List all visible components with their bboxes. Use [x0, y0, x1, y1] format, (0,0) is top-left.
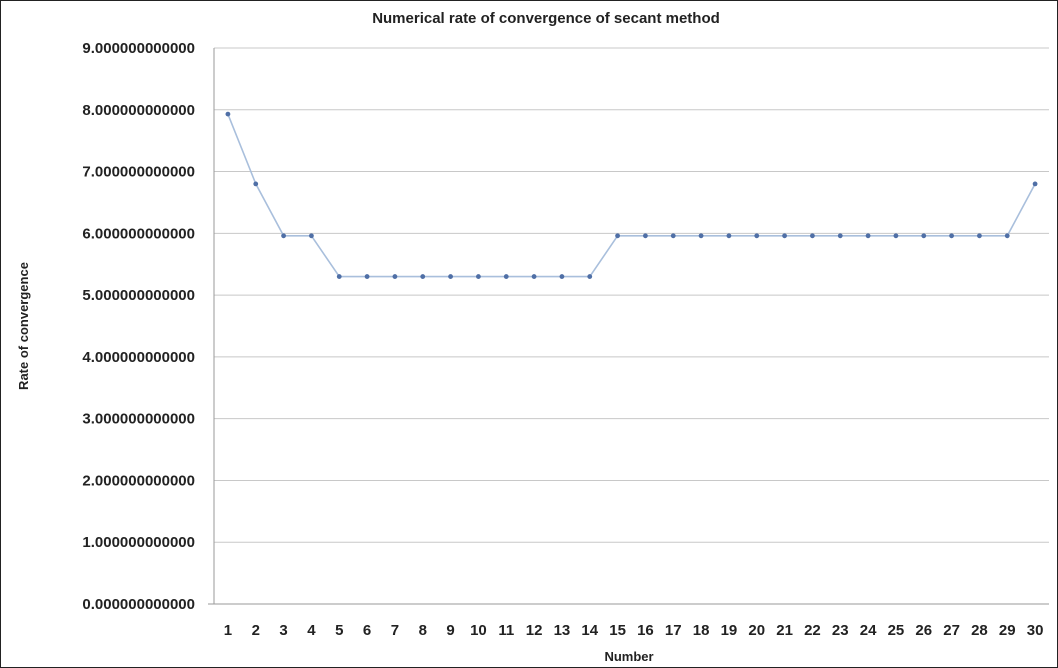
- x-tick-label: 26: [915, 622, 932, 639]
- x-tick-label: 3: [279, 622, 287, 639]
- chart-title: Numerical rate of convergence of secant …: [372, 10, 720, 27]
- data-point: [309, 233, 314, 239]
- x-tick-label: 17: [665, 622, 682, 639]
- data-point: [392, 274, 398, 279]
- x-tick-label: 22: [804, 622, 821, 639]
- data-point: [615, 233, 620, 239]
- x-tick-label: 21: [776, 622, 793, 639]
- data-point: [865, 233, 871, 239]
- data-point: [977, 233, 982, 239]
- x-tick-label: 2: [252, 622, 260, 639]
- data-point: [281, 233, 286, 239]
- x-tick-label: 29: [999, 622, 1016, 639]
- x-tick-label: 6: [363, 622, 371, 639]
- data-point: [782, 233, 787, 239]
- y-tick-label: 2.000000000000: [82, 472, 195, 489]
- data-point: [336, 274, 342, 279]
- x-tick-label: 12: [526, 622, 543, 639]
- x-tick-label: 9: [446, 622, 454, 639]
- y-axis-title: Rate of convergence: [16, 262, 31, 390]
- data-point: [1032, 181, 1038, 187]
- x-tick-label: 23: [832, 622, 849, 639]
- y-tick-label: 7.000000000000: [82, 164, 195, 181]
- data-point: [810, 233, 815, 239]
- data-point: [921, 233, 927, 239]
- data-point: [476, 274, 481, 279]
- y-tick-label: 4.000000000000: [82, 349, 195, 366]
- data-point: [448, 274, 453, 279]
- series-line: [227, 113, 1036, 278]
- data-point: [893, 233, 899, 239]
- data-point: [587, 274, 593, 279]
- x-tick-label: 30: [1027, 622, 1044, 639]
- data-point: [559, 274, 565, 279]
- data-point: [698, 233, 704, 239]
- x-tick-label: 20: [748, 622, 765, 639]
- x-tick-label: 13: [554, 622, 571, 639]
- x-tick-label: 14: [581, 622, 598, 639]
- x-tick-label: 11: [498, 622, 514, 639]
- y-tick-label: 8.000000000000: [82, 102, 195, 119]
- data-point: [726, 233, 732, 239]
- x-tick-label: 25: [888, 622, 905, 639]
- x-tick-label: 28: [971, 622, 988, 639]
- y-tick-label: 9.000000000000: [82, 40, 195, 57]
- series-layer: [225, 111, 1038, 279]
- data-point: [420, 274, 426, 279]
- y-tick-labels: 0.000000000000 1.000000000000 2.0000000000…: [82, 40, 195, 613]
- y-tick-label: 3.000000000000: [82, 411, 195, 428]
- x-tick-label: 10: [470, 622, 487, 639]
- data-point: [643, 233, 648, 239]
- gridlines: [214, 47, 1049, 543]
- x-tick-label: 16: [637, 622, 654, 639]
- x-tick-label: 24: [860, 622, 877, 639]
- data-point: [949, 233, 954, 239]
- y-tick-label: 6.000000000000: [82, 225, 195, 242]
- y-tick-label: 0.000000000000: [82, 596, 195, 613]
- data-point: [253, 181, 259, 187]
- x-tick-label: 15: [609, 622, 626, 639]
- x-tick-label: 18: [693, 622, 710, 639]
- x-tick-labels: 1 2 3 4 5 6 7 8 9 10 11 12 13 14 15 16 17 18 19 20 21 22 23 24 2…: [224, 622, 1044, 639]
- axes: [208, 48, 1049, 605]
- x-tick-label: 8: [419, 622, 427, 639]
- data-point: [754, 233, 760, 239]
- x-tick-label: 7: [391, 622, 399, 639]
- x-tick-label: 1: [224, 622, 232, 639]
- x-tick-label: 4: [307, 622, 316, 639]
- data-point: [225, 111, 231, 117]
- data-point: [1004, 233, 1010, 239]
- x-tick-label: 5: [335, 622, 343, 639]
- data-point: [531, 274, 537, 279]
- y-tick-label: 5.000000000000: [82, 287, 195, 304]
- y-tick-label: 1.000000000000: [82, 534, 195, 551]
- data-point: [503, 274, 509, 279]
- x-tick-label: 27: [943, 622, 960, 639]
- data-point: [670, 233, 676, 239]
- data-point: [364, 274, 370, 279]
- x-tick-label: 19: [721, 622, 738, 639]
- x-axis-title: Number: [604, 649, 653, 664]
- data-point: [837, 233, 843, 239]
